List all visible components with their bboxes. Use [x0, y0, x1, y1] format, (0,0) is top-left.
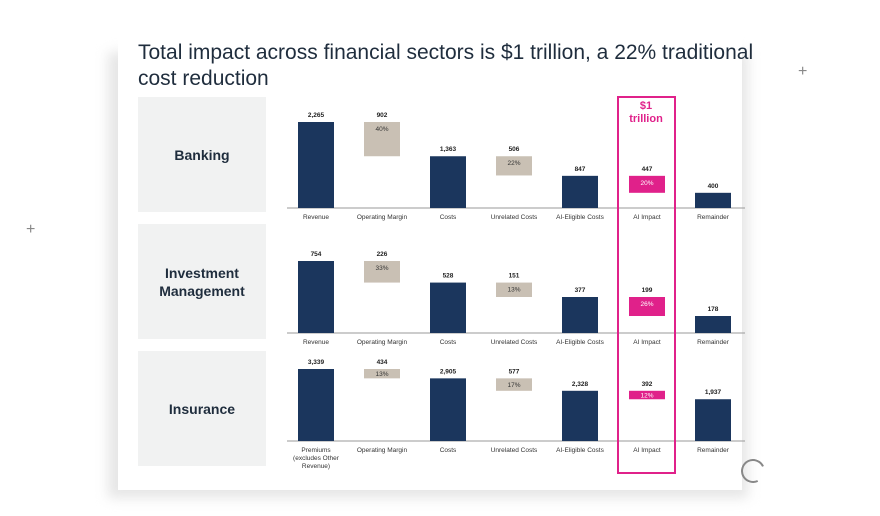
chart-bar [496, 156, 532, 176]
chart-bar [430, 156, 466, 208]
bar-value-label: 2,328 [572, 381, 589, 388]
tick-label: AI-Eligible Costs [556, 447, 604, 454]
chart-bar [364, 122, 400, 157]
tick-label: AI Impact [633, 214, 661, 221]
highlight-label: $1 trillion [618, 100, 674, 126]
bar-value-label: 1,937 [705, 389, 722, 396]
bar-value-label: 2,905 [440, 368, 457, 375]
tick-label: Remainder [697, 339, 730, 346]
bar-value-label: 2,265 [308, 112, 325, 119]
tick-label: Costs [440, 214, 457, 221]
tick-label: Operating Margin [357, 447, 408, 454]
sector-label-investment-management: Investment Management [138, 224, 266, 339]
highlight-label-line1: $1 [639, 100, 653, 112]
tick-label: Costs [440, 447, 457, 454]
bar-value-label: 226 [377, 251, 388, 258]
bar-percent-label: 26% [640, 301, 653, 308]
tick-label: Remainder [697, 214, 730, 221]
chart-bar [629, 297, 665, 317]
tick-label: AI-Eligible Costs [556, 339, 604, 346]
ai-impact-highlight-box [617, 96, 676, 474]
chart-bar [562, 297, 598, 333]
tick-label: Remainder [697, 447, 730, 454]
chart-bar [364, 261, 400, 283]
tick-label: AI-Eligible Costs [556, 214, 604, 221]
chart-bar [629, 390, 665, 400]
tick-label: Unrelated Costs [491, 339, 538, 346]
bar-percent-label: 33% [375, 265, 388, 272]
bar-value-label: 178 [708, 306, 719, 313]
plus-icon[interactable]: + [798, 63, 808, 80]
tick-label: Costs [440, 339, 457, 346]
sector-label-insurance: Insurance [138, 351, 266, 466]
tick-label: Operating Margin [357, 339, 408, 346]
bar-percent-label: 17% [507, 382, 520, 389]
bar-percent-label: 13% [375, 371, 388, 378]
chart-bar [695, 192, 731, 208]
bar-value-label: 199 [642, 287, 653, 294]
chart-bar [562, 175, 598, 208]
bar-value-label: 377 [575, 287, 586, 294]
chart-bar [695, 399, 731, 441]
chart-bar [298, 122, 334, 208]
tick-label: Unrelated Costs [491, 447, 538, 454]
chart-bar [430, 282, 466, 333]
bar-percent-label: 22% [507, 160, 520, 167]
chart-bar [298, 261, 334, 333]
highlight-label-line2: trillion [629, 113, 663, 125]
tick-label: Revenue) [302, 463, 330, 470]
chart-bar [298, 369, 334, 441]
tick-label: Revenue [303, 214, 329, 221]
bar-value-label: 577 [509, 368, 520, 375]
chart-bar [629, 175, 665, 193]
bar-value-label: 506 [509, 146, 520, 153]
bar-value-label: 392 [642, 381, 653, 388]
plus-icon[interactable]: + [26, 221, 36, 238]
chart-bar [496, 282, 532, 297]
tick-label: Unrelated Costs [491, 214, 538, 221]
chart-bar [496, 378, 532, 391]
bar-value-label: 400 [708, 183, 719, 190]
tick-label: Revenue [303, 339, 329, 346]
bar-value-label: 447 [642, 166, 653, 173]
chart-bar [695, 316, 731, 333]
bar-percent-label: 13% [507, 287, 520, 294]
chart-bar [430, 378, 466, 441]
tick-label: Operating Margin [357, 214, 408, 221]
bar-value-label: 528 [443, 273, 454, 280]
bar-value-label: 754 [311, 251, 322, 258]
tick-label: AI Impact [633, 447, 661, 454]
bar-value-label: 151 [509, 273, 520, 280]
tick-label: Premiums [301, 447, 331, 454]
sector-label-banking: Banking [138, 97, 266, 212]
bar-value-label: 1,363 [440, 146, 457, 153]
bar-value-label: 847 [575, 166, 586, 173]
tick-label: (excludes Other [293, 455, 340, 462]
tick-label: AI Impact [633, 339, 661, 346]
chart-bar [364, 369, 400, 379]
bar-percent-label: 40% [375, 126, 388, 133]
bar-value-label: 902 [377, 112, 388, 119]
bar-percent-label: 20% [640, 180, 653, 187]
bar-percent-label: 12% [640, 393, 653, 400]
chart-bar [562, 390, 598, 441]
bar-value-label: 3,339 [308, 359, 325, 366]
page-title: Total impact across financial sectors is… [138, 41, 754, 90]
bar-value-label: 434 [377, 359, 388, 366]
